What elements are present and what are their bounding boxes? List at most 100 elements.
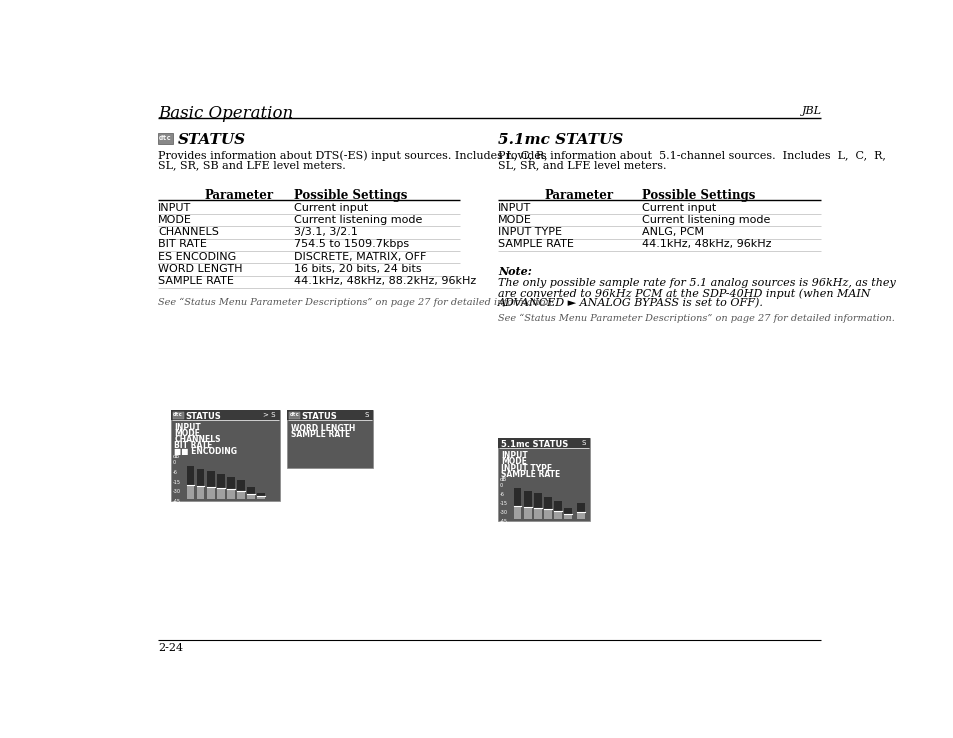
Text: -45: -45 — [172, 499, 180, 504]
Bar — [554, 501, 561, 511]
Bar — [554, 511, 561, 519]
Bar — [287, 410, 373, 421]
Text: INPUT TYPE: INPUT TYPE — [497, 227, 561, 237]
Bar — [227, 477, 234, 490]
Text: INPUT: INPUT — [174, 423, 201, 432]
Text: Current input: Current input — [294, 202, 368, 213]
Text: STATUS: STATUS — [185, 412, 221, 421]
Text: CHANNELS: CHANNELS — [174, 435, 220, 444]
Text: dtc: dtc — [172, 412, 183, 417]
Bar — [289, 412, 299, 419]
Text: The only possible sample rate for 5.1 analog sources is 96kHz, as they: The only possible sample rate for 5.1 an… — [497, 278, 895, 288]
Text: Current input: Current input — [641, 202, 715, 213]
Text: MODE: MODE — [497, 215, 532, 225]
Text: 3/3.1, 3/2.1: 3/3.1, 3/2.1 — [294, 227, 357, 237]
Text: SL, SR, and LFE level meters.: SL, SR, and LFE level meters. — [497, 160, 666, 170]
Text: 0: 0 — [499, 483, 502, 488]
Text: SL, SR, SB and LFE level meters.: SL, SR, SB and LFE level meters. — [158, 160, 345, 170]
Text: -45: -45 — [499, 519, 507, 524]
Text: SAMPLE RATE: SAMPLE RATE — [158, 277, 233, 286]
Text: ANLG, PCM: ANLG, PCM — [641, 227, 703, 237]
Text: dtc: dtc — [289, 412, 299, 417]
Bar — [534, 493, 541, 508]
Text: Note:: Note: — [497, 266, 532, 277]
Bar — [171, 410, 279, 421]
Text: INPUT TYPE: INPUT TYPE — [500, 463, 552, 472]
Text: -30: -30 — [172, 489, 180, 494]
Bar — [563, 508, 571, 514]
Text: dB: dB — [172, 455, 180, 459]
Text: SAMPLE RATE: SAMPLE RATE — [291, 430, 350, 439]
Text: WORD LENGTH: WORD LENGTH — [158, 264, 242, 274]
Bar — [543, 497, 551, 510]
Text: 754.5 to 1509.7kbps: 754.5 to 1509.7kbps — [294, 239, 408, 249]
Text: BIT RATE: BIT RATE — [174, 441, 213, 450]
Text: Parameter: Parameter — [204, 189, 274, 201]
Bar — [216, 489, 224, 499]
Text: -15: -15 — [499, 501, 507, 506]
Text: STATUS: STATUS — [177, 134, 245, 147]
Bar — [257, 493, 265, 497]
Text: S: S — [365, 412, 369, 418]
Text: > S: > S — [262, 412, 274, 418]
Text: BIT RATE: BIT RATE — [158, 239, 207, 249]
Text: ■■ ENCODING: ■■ ENCODING — [174, 447, 237, 456]
Bar — [247, 494, 254, 499]
Text: INPUT: INPUT — [500, 451, 528, 461]
Text: Current listening mode: Current listening mode — [641, 215, 769, 225]
Text: -30: -30 — [499, 510, 507, 515]
Text: -6: -6 — [499, 492, 504, 497]
Text: ES ENCODING: ES ENCODING — [158, 252, 236, 262]
Bar — [236, 480, 245, 492]
Text: 2-24: 2-24 — [158, 643, 183, 653]
Text: -6: -6 — [172, 470, 177, 475]
Bar — [523, 508, 531, 519]
Bar — [247, 487, 254, 494]
Text: 16 bits, 20 bits, 24 bits: 16 bits, 20 bits, 24 bits — [294, 264, 421, 274]
Bar — [497, 438, 589, 521]
Text: See “Status Menu Parameter Descriptions” on page 27 for detailed information.: See “Status Menu Parameter Descriptions”… — [158, 298, 555, 307]
Bar — [216, 474, 224, 489]
Bar — [577, 503, 584, 512]
Text: CHANNELS: CHANNELS — [158, 227, 218, 237]
Bar — [236, 492, 245, 499]
Text: Current listening mode: Current listening mode — [294, 215, 421, 225]
Bar — [257, 497, 265, 499]
Text: Parameter: Parameter — [544, 189, 613, 201]
Text: MODE: MODE — [158, 215, 192, 225]
Text: INPUT: INPUT — [497, 202, 531, 213]
Bar — [563, 514, 571, 519]
Text: See “Status Menu Parameter Descriptions” on page 27 for detailed information.: See “Status Menu Parameter Descriptions”… — [497, 314, 894, 323]
Text: dtc: dtc — [158, 135, 172, 141]
Text: 44.1kHz, 48kHz, 96kHz: 44.1kHz, 48kHz, 96kHz — [641, 239, 770, 249]
Text: 5.1mc STATUS: 5.1mc STATUS — [500, 440, 568, 449]
Text: 0: 0 — [172, 461, 175, 466]
Text: 44.1kHz, 48kHz, 88.2kHz, 96kHz: 44.1kHz, 48kHz, 88.2kHz, 96kHz — [294, 277, 476, 286]
Bar — [172, 412, 183, 419]
Text: DISCRETE, MATRIX, OFF: DISCRETE, MATRIX, OFF — [294, 252, 426, 262]
Bar — [171, 410, 279, 501]
Text: -15: -15 — [172, 480, 180, 485]
Bar — [497, 438, 589, 448]
Text: SAMPLE RATE: SAMPLE RATE — [497, 239, 574, 249]
Text: ADVANCED ► ANALOG BYPASS is set to OFF).: ADVANCED ► ANALOG BYPASS is set to OFF). — [497, 298, 763, 308]
Text: WORD LENGTH: WORD LENGTH — [291, 424, 355, 432]
Bar — [187, 466, 194, 486]
Text: Provides information about  5.1-channel sources.  Includes  L,  C,  R,: Provides information about 5.1-channel s… — [497, 150, 885, 160]
Bar — [523, 491, 531, 508]
Bar — [513, 507, 521, 519]
Bar — [287, 410, 373, 468]
Text: STATUS: STATUS — [301, 412, 336, 421]
Text: Basic Operation: Basic Operation — [158, 106, 293, 123]
Bar — [158, 134, 173, 144]
Bar — [513, 489, 521, 507]
Text: Provides information about DTS(-ES) input sources. Includes L, C, R,: Provides information about DTS(-ES) inpu… — [158, 150, 547, 161]
Text: JBL: JBL — [801, 106, 821, 116]
Text: 5.1mc STATUS: 5.1mc STATUS — [497, 134, 623, 147]
Text: Possible Settings: Possible Settings — [641, 189, 754, 201]
Bar — [577, 512, 584, 519]
Bar — [187, 486, 194, 499]
Bar — [207, 488, 214, 499]
Text: MODE: MODE — [174, 429, 200, 438]
Text: dB: dB — [499, 477, 506, 482]
